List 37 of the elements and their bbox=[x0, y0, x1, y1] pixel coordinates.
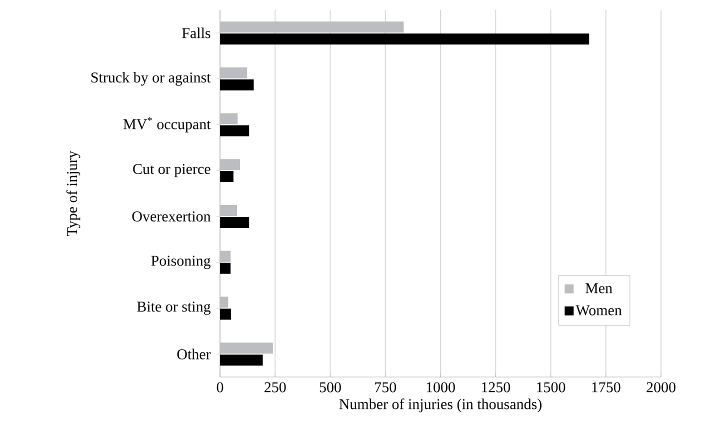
y-tick-label: Cut or pierce bbox=[133, 164, 210, 178]
bar bbox=[220, 250, 231, 262]
bar bbox=[220, 262, 231, 274]
x-tick-label: 1500 bbox=[537, 382, 566, 392]
bar bbox=[220, 171, 234, 182]
y-tick-label: Bite or sting bbox=[137, 302, 211, 315]
y-tick-label: Overexertion bbox=[132, 211, 211, 222]
bar bbox=[220, 308, 232, 320]
x-tick-label: 1000 bbox=[426, 382, 455, 392]
y-tick-label: Poisoning bbox=[151, 256, 211, 269]
bar bbox=[220, 125, 250, 136]
bar bbox=[220, 33, 590, 44]
bar bbox=[220, 113, 238, 124]
y-tick-label: Falls bbox=[182, 28, 210, 38]
x-tick-label: 500 bbox=[320, 382, 341, 392]
y-axis-title: Type of injury bbox=[66, 150, 80, 236]
x-axis-title: Number of injuries (in thousands) bbox=[339, 398, 542, 412]
y-tick-label: MV$^{*}$ occupant bbox=[123, 117, 211, 132]
legend-label: Women bbox=[576, 305, 622, 316]
bar bbox=[220, 204, 237, 216]
x-tick-label: 2000 bbox=[646, 382, 676, 392]
bar bbox=[220, 21, 404, 32]
bar bbox=[220, 354, 263, 366]
legend-label: Men bbox=[585, 283, 612, 294]
bar bbox=[220, 296, 228, 308]
x-tick-label: 250 bbox=[264, 382, 286, 392]
y-tick-label: Struck by or against bbox=[91, 72, 211, 86]
x-tick-label: 1250 bbox=[482, 382, 510, 392]
x-tick-label: 1750 bbox=[592, 382, 620, 392]
bar bbox=[220, 159, 240, 170]
bar bbox=[220, 67, 248, 78]
x-tick-label: 0 bbox=[216, 382, 224, 392]
y-tick-label: Other bbox=[177, 348, 211, 360]
x-tick-label: 750 bbox=[375, 382, 396, 392]
bar bbox=[220, 342, 273, 354]
bar bbox=[220, 79, 254, 90]
bar bbox=[220, 216, 250, 228]
